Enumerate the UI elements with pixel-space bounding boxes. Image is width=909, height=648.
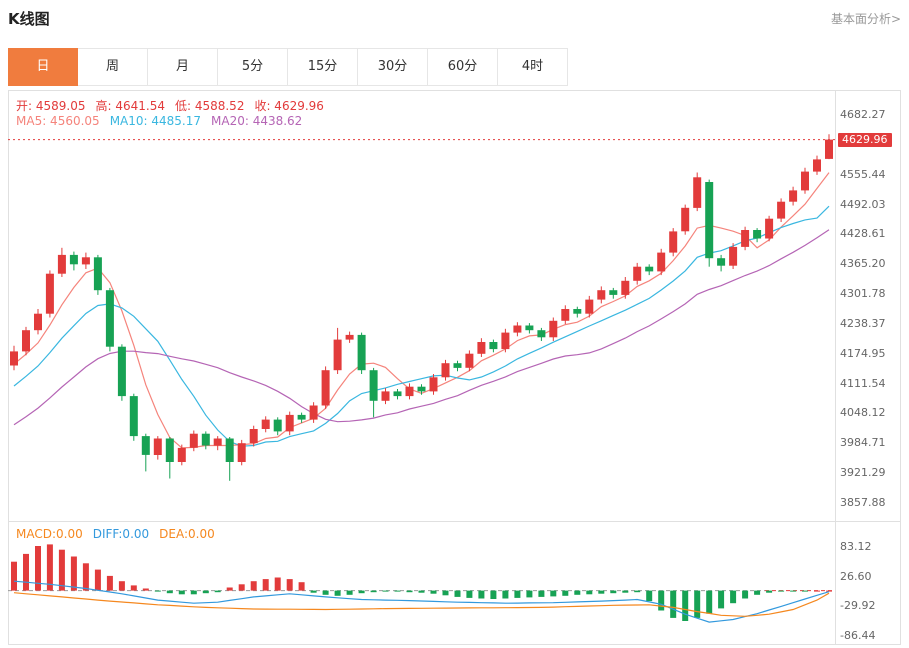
axis-separator xyxy=(835,90,836,645)
period-tab-7[interactable]: 60分 xyxy=(428,48,498,86)
period-tab-3[interactable]: 月 xyxy=(148,48,218,86)
period-tabs: 日周月 5分 15分 30分 60分 4时 xyxy=(8,48,568,86)
candlestick-chart[interactable] xyxy=(8,90,835,521)
ohlc-close: 收: 4629.96 xyxy=(254,99,324,113)
page-title: K线图 xyxy=(8,10,50,28)
period-tab-5[interactable]: 15分 xyxy=(288,48,358,86)
fundamental-analysis-link[interactable]: 基本面分析> xyxy=(830,12,901,26)
diff-value: DIFF:0.00 xyxy=(92,527,150,541)
period-tab-1[interactable]: 日 xyxy=(8,48,78,86)
period-tab-4[interactable]: 5分 xyxy=(218,48,288,86)
ma5-value: MA5: 4560.05 xyxy=(16,114,100,128)
ohlc-info: 开: 4589.05 高: 4641.54 低: 4588.52 收: 4629.96 xyxy=(16,97,334,114)
panel-separator xyxy=(8,521,901,522)
ohlc-high: 高: 4641.54 xyxy=(95,99,165,113)
ma-info: MA5: 4560.05 MA10: 4485.17 MA20: 4438.62 xyxy=(16,114,312,128)
macd-chart[interactable] xyxy=(8,521,835,645)
dea-value: DEA:0.00 xyxy=(159,527,215,541)
ohlc-low: 低: 4588.52 xyxy=(174,99,245,113)
macd-info: MACD:0.00 DIFF:0.00 DEA:0.00 xyxy=(16,527,225,541)
ma10-value: MA10: 4485.17 xyxy=(109,114,201,128)
period-tab-2[interactable]: 周 xyxy=(78,48,148,86)
ohlc-open: 开: 4589.05 xyxy=(16,99,86,113)
chart-frame xyxy=(8,90,901,645)
period-tab-6[interactable]: 30分 xyxy=(358,48,428,86)
ma20-value: MA20: 4438.62 xyxy=(211,114,303,128)
macd-value: MACD:0.00 xyxy=(16,527,83,541)
period-tab-8[interactable]: 4时 xyxy=(498,48,568,86)
